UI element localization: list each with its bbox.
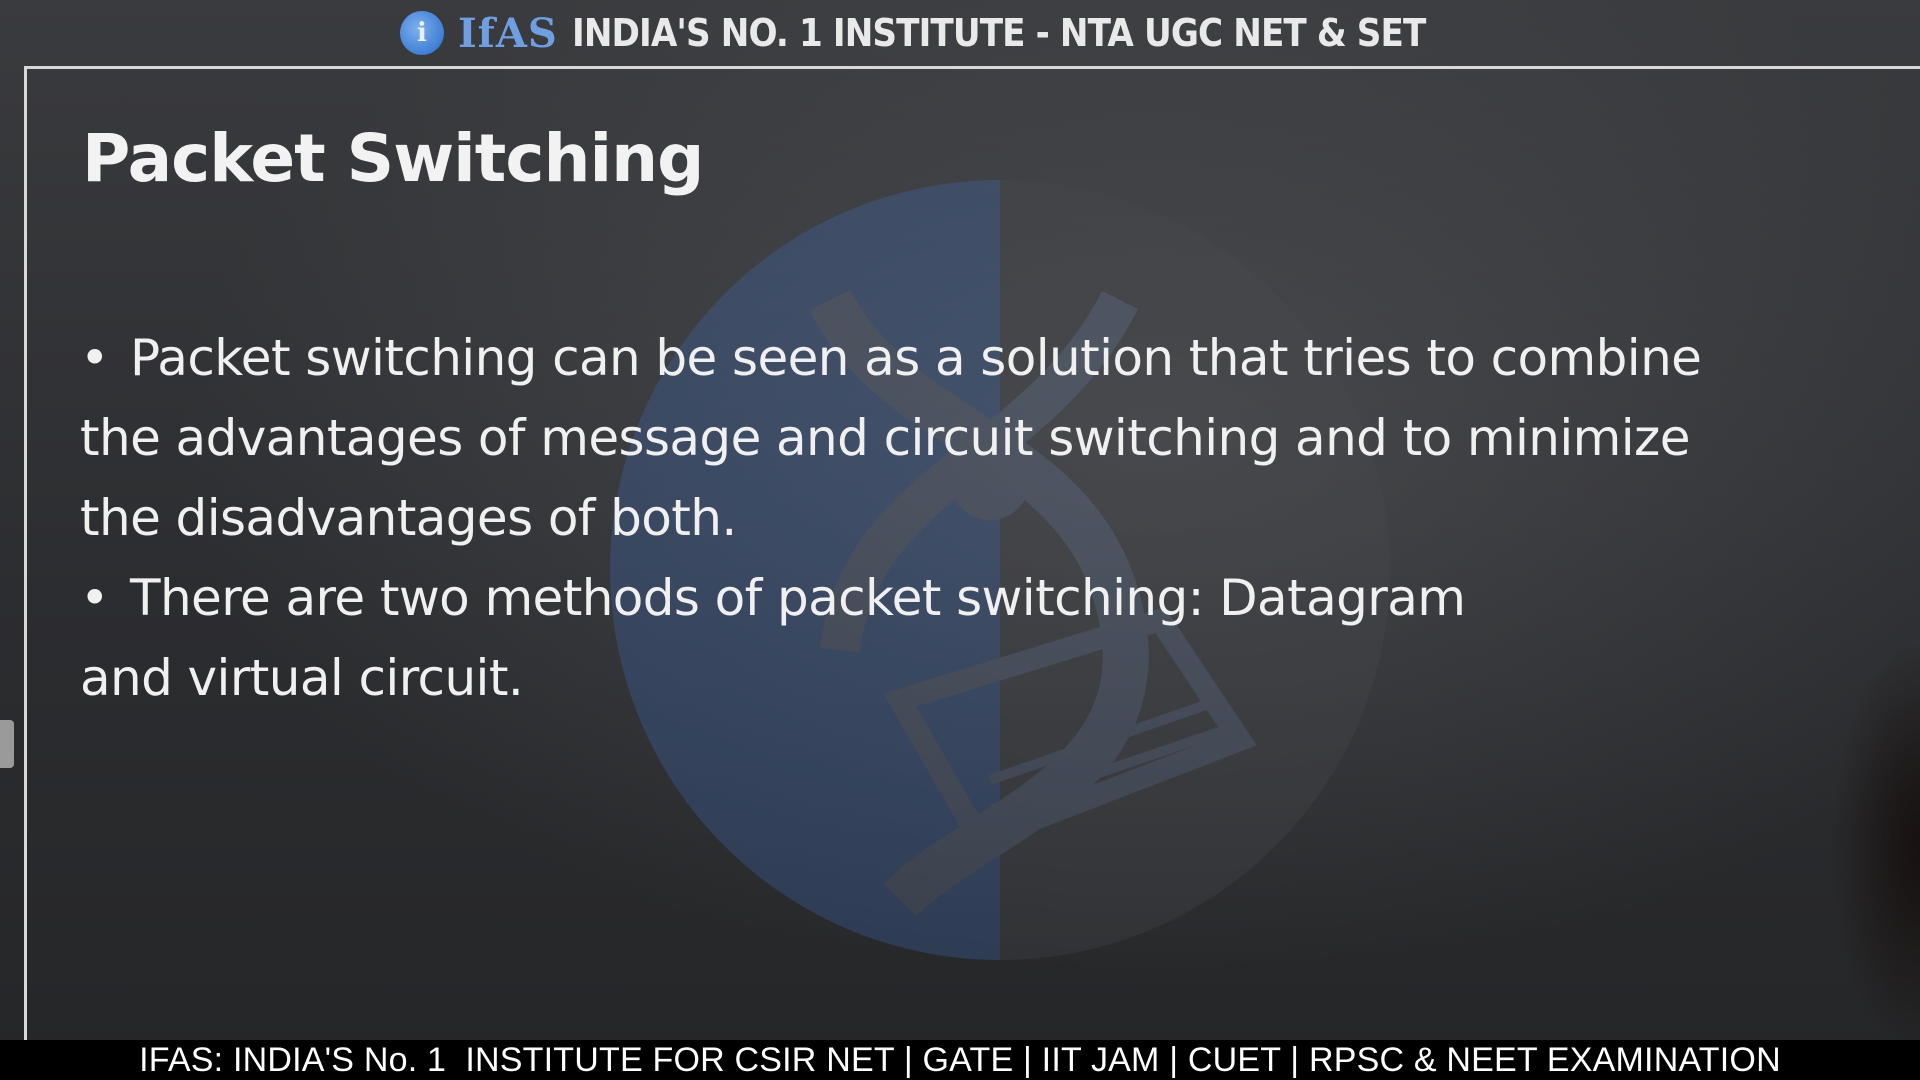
banner-tagline: INDIA'S NO. 1 INSTITUTE - NTA UGC NET & … (571, 11, 1426, 55)
bottom-ticker: IFAS: INDIA'S No. 1 INSTITUTE FOR CSIR N… (0, 1040, 1920, 1080)
bullet-line: the advantages of message and circuit sw… (80, 409, 1690, 467)
slide-title: Packet Switching (82, 120, 704, 197)
bullet-item: • Packet switching can be seen as a solut… (80, 318, 1880, 558)
side-handle[interactable] (0, 720, 14, 768)
bullet-marker: • (80, 569, 110, 627)
presenter-edge (1830, 640, 1920, 1060)
bullet-text: Packet switching can be seen as a soluti… (130, 329, 1702, 387)
bullet-item: • There are two methods of packet switchi… (80, 558, 1880, 718)
bullet-line: and virtual circuit. (80, 649, 524, 707)
bullet-line: • Packet switching can be seen as a solut… (80, 318, 1880, 398)
ticker-text: IFAS: INDIA'S No. 1 INSTITUTE FOR CSIR N… (139, 1040, 1781, 1079)
bullet-line: the disadvantages of both. (80, 489, 737, 547)
bullet-line: • There are two methods of packet switchi… (80, 558, 1880, 638)
watermark-logo-icon (610, 180, 1390, 960)
slide-frame (24, 66, 1920, 1066)
ifas-logo-icon: i (399, 11, 444, 55)
top-banner: i IfAS INDIA'S NO. 1 INSTITUTE - NTA UGC… (0, 0, 1920, 66)
bullet-marker: • (80, 329, 110, 387)
bullet-list: • Packet switching can be seen as a solut… (80, 318, 1880, 718)
brand-name: IfAS (457, 9, 558, 57)
bullet-text: There are two methods of packet switchin… (130, 569, 1466, 627)
